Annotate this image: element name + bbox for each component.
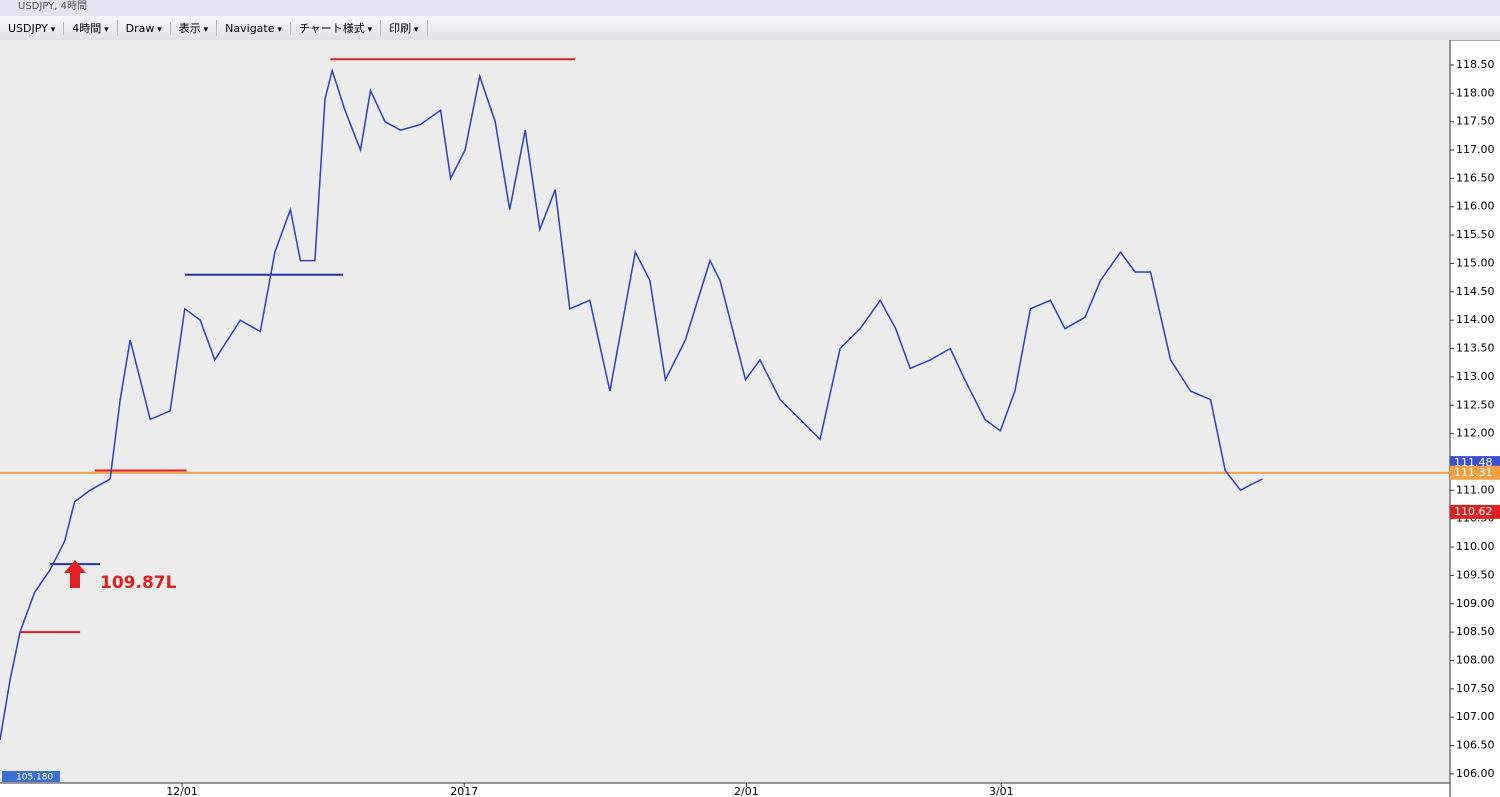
x-tick-label: 3/01 [989, 785, 1014, 797]
x-tick-label: 2017 [450, 785, 478, 797]
y-tick-label: 117.00 [1456, 143, 1495, 156]
y-tick-label: 115.00 [1456, 256, 1495, 269]
toolbar-item[interactable]: 印刷 [381, 20, 428, 36]
y-tick-label: 107.00 [1456, 710, 1495, 723]
y-tick-label: 108.50 [1456, 625, 1495, 638]
y-tick-label: 112.00 [1456, 427, 1495, 440]
title-bar: USDJPY, 4時間 [0, 0, 1500, 16]
window-title: USDJPY, 4時間 [18, 1, 87, 12]
toolbar-item[interactable]: 4時間 [64, 20, 118, 36]
toolbar-item[interactable]: 表示 [171, 20, 218, 36]
y-tick-label: 114.50 [1456, 285, 1495, 298]
y-tick-label: 117.50 [1456, 115, 1495, 128]
price-tag-label: 110.62 [1454, 505, 1493, 518]
y-tick-label: 114.00 [1456, 313, 1495, 326]
y-tick-label: 115.50 [1456, 228, 1495, 241]
price-tag [1450, 504, 1500, 519]
plot-area [0, 40, 1450, 783]
y-tick-label: 106.00 [1456, 767, 1495, 780]
x-tick-label: 2/01 [734, 785, 759, 797]
y-tick-label: 109.50 [1456, 568, 1495, 581]
y-tick-label: 112.50 [1456, 398, 1495, 411]
low-label: 105.180 [16, 773, 53, 783]
y-tick-label: 118.50 [1456, 58, 1495, 71]
toolbar: USDJPY4時間Draw表示Navigateチャート様式印刷 [0, 16, 1500, 41]
y-tick-label: 110.00 [1456, 540, 1495, 553]
price-line [0, 67, 1263, 741]
x-tick-label: 12/01 [166, 785, 198, 797]
low-marker [2, 771, 60, 782]
arrow [64, 560, 86, 588]
toolbar-item[interactable]: チャート様式 [291, 20, 382, 36]
y-tick-label: 118.00 [1456, 86, 1495, 99]
chart: 106.00 106.50 107.00 107.50 108.00 108.50 109.… [0, 40, 1500, 797]
y-tick-label: 109.00 [1456, 597, 1495, 610]
y-tick-label: 113.00 [1456, 370, 1495, 383]
y-tick-label: 106.50 [1456, 739, 1495, 752]
y-tick-label: 116.50 [1456, 171, 1495, 184]
annotation: 109.87L [100, 573, 177, 593]
y-tick-label: 108.00 [1456, 653, 1495, 666]
toolbar-item[interactable]: Draw [118, 21, 171, 35]
y-tick-label: 111.00 [1456, 483, 1495, 496]
toolbar-item[interactable]: Navigate [217, 21, 291, 35]
toolbar-item[interactable]: USDJPY [0, 21, 65, 35]
y-tick-label: 116.00 [1456, 200, 1495, 213]
price-tag [1450, 465, 1500, 480]
price-tag-label: 111.31 [1454, 466, 1493, 479]
y-tick-label: 113.50 [1456, 342, 1495, 355]
y-tick-label: 107.50 [1456, 682, 1495, 695]
